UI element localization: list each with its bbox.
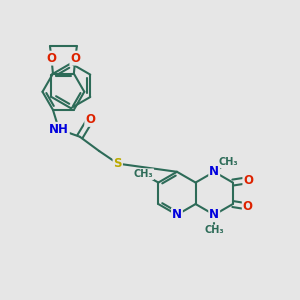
Text: N: N	[172, 208, 182, 221]
Text: NH: NH	[49, 123, 69, 136]
Text: O: O	[46, 52, 56, 64]
Text: S: S	[113, 157, 122, 170]
Text: O: O	[243, 174, 253, 187]
Text: CH₃: CH₃	[219, 157, 238, 167]
Text: O: O	[85, 113, 95, 126]
Text: CH₃: CH₃	[134, 169, 153, 179]
Text: CH₃: CH₃	[204, 225, 224, 235]
Text: N: N	[209, 165, 219, 178]
Text: N: N	[209, 208, 219, 221]
Text: O: O	[243, 200, 253, 213]
Text: O: O	[70, 52, 80, 64]
